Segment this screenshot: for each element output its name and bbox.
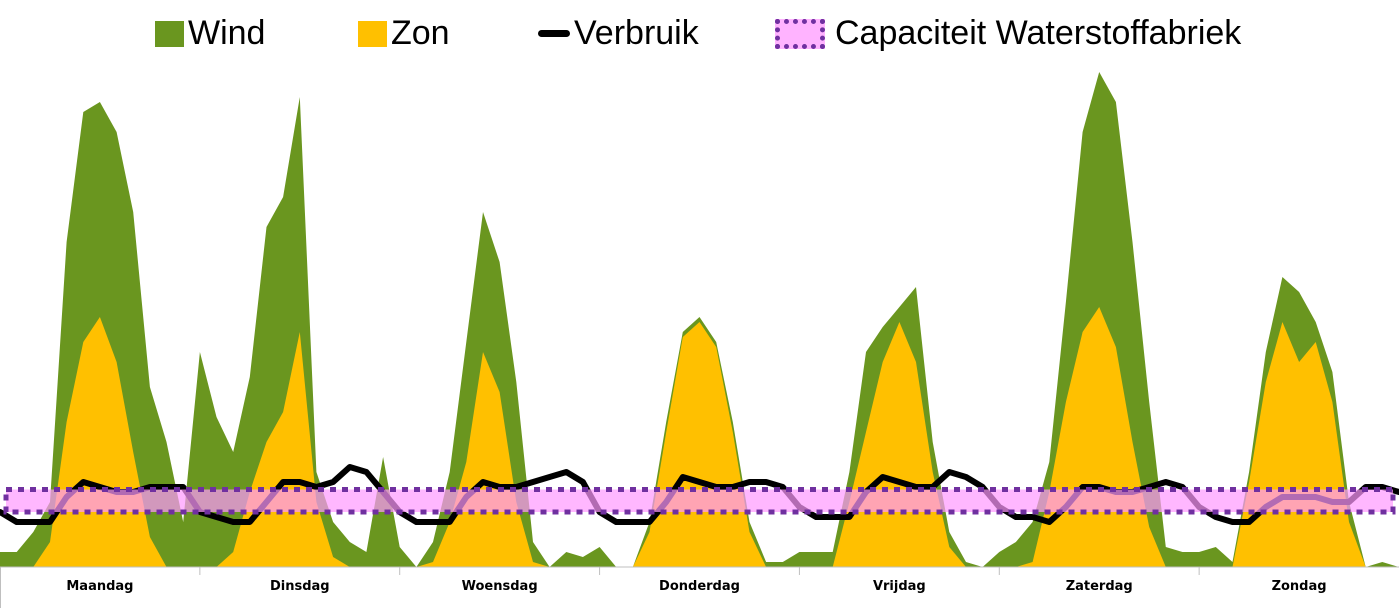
legend-item-wind: Wind [155, 14, 265, 53]
x-tick-label-dinsdag: Dinsdag [270, 579, 330, 594]
x-tick-label-zaterdag: Zaterdag [1066, 579, 1133, 594]
x-tick-label-woensdag: Woensdag [462, 579, 538, 594]
legend-item-capaciteit: Capaciteit Waterstoffabriek [775, 14, 1241, 53]
x-tick-label-zondag: Zondag [1272, 579, 1327, 594]
legend-label-capaciteit: Capaciteit Waterstoffabriek [835, 14, 1242, 52]
capaciteit-swatch [775, 18, 825, 49]
wind-area [0, 72, 1399, 567]
legend-item-verbruik: Verbruik [538, 14, 699, 53]
capaciteit-band [3, 487, 1396, 515]
legend-item-zon: Zon [358, 14, 450, 53]
verbruik-swatch [538, 30, 570, 37]
legend: Wind Zon Verbruik Capaciteit Waterstoffa… [0, 14, 1399, 58]
zon-swatch [358, 20, 387, 47]
wind-swatch [155, 20, 184, 47]
legend-label-zon: Zon [391, 14, 450, 52]
verbruik-line [0, 464, 1399, 525]
x-tick-label-vrijdag: Vrijdag [873, 579, 926, 594]
legend-label-verbruik: Verbruik [574, 14, 699, 52]
legend-label-wind: Wind [188, 14, 266, 52]
x-tick-label-donderdag: Donderdag [659, 579, 740, 594]
x-tick-label-maandag: Maandag [66, 579, 133, 594]
